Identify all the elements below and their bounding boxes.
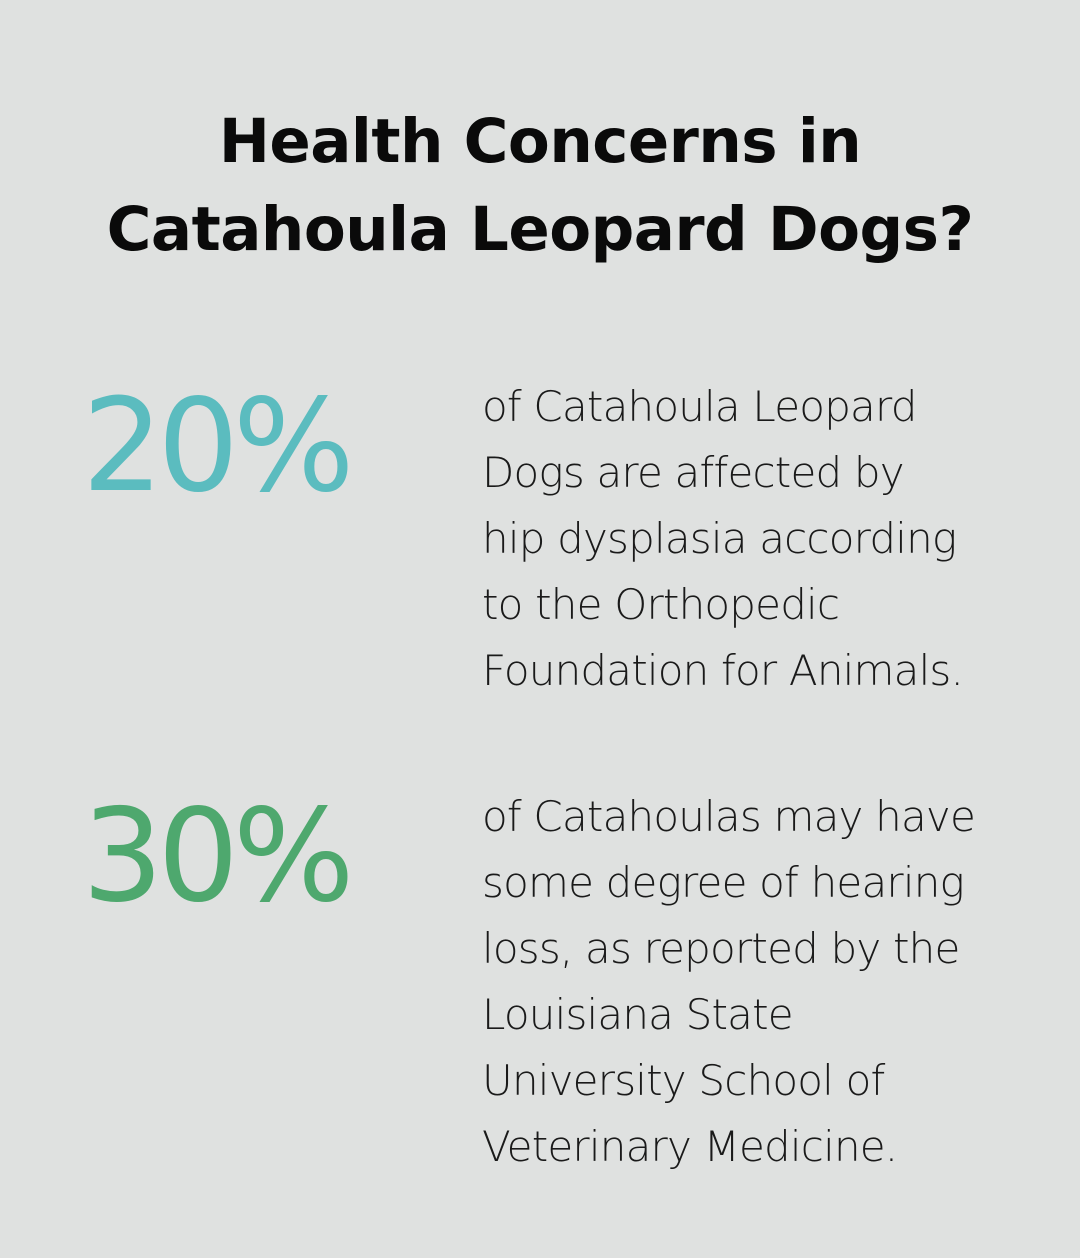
desc-line: Dogs are affected by bbox=[482, 448, 905, 497]
desc-line: University School of bbox=[482, 1056, 885, 1105]
desc-line: of Catahoula Leopard bbox=[482, 382, 917, 431]
stat-description: of Catahoula Leopard Dogs are affected b… bbox=[482, 374, 1042, 704]
page-title: Health Concerns in Catahoula Leopard Dog… bbox=[0, 98, 1080, 274]
desc-line: of Catahoulas may have bbox=[482, 792, 976, 841]
stat-value: 20% bbox=[82, 372, 354, 521]
desc-line: some degree of hearing bbox=[482, 858, 965, 907]
desc-line: Veterinary Medicine. bbox=[482, 1122, 898, 1171]
desc-line: Foundation for Animals. bbox=[482, 646, 964, 695]
desc-line: Louisiana State bbox=[482, 990, 794, 1039]
stat-description: of Catahoulas may have some degree of he… bbox=[482, 784, 1042, 1180]
title-line-1: Health Concerns in bbox=[218, 106, 862, 177]
desc-line: loss, as reported by the bbox=[482, 924, 960, 973]
desc-line: hip dysplasia according bbox=[482, 514, 957, 563]
desc-line: to the Orthopedic bbox=[482, 580, 840, 629]
title-line-2: Catahoula Leopard Dogs? bbox=[106, 194, 974, 265]
stat-value: 30% bbox=[82, 782, 354, 931]
